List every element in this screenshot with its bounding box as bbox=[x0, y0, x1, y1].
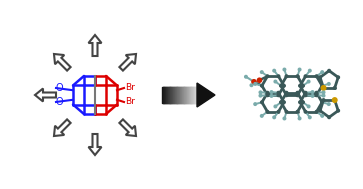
Circle shape bbox=[279, 100, 283, 104]
Circle shape bbox=[307, 105, 311, 108]
Circle shape bbox=[269, 90, 273, 94]
Polygon shape bbox=[54, 119, 71, 136]
Circle shape bbox=[322, 94, 326, 98]
Circle shape bbox=[327, 69, 331, 73]
Circle shape bbox=[336, 109, 340, 113]
Circle shape bbox=[265, 91, 269, 95]
Circle shape bbox=[269, 94, 273, 98]
Circle shape bbox=[308, 115, 312, 119]
Circle shape bbox=[253, 102, 257, 106]
Circle shape bbox=[298, 67, 302, 71]
Circle shape bbox=[303, 93, 307, 97]
Circle shape bbox=[285, 91, 289, 95]
Circle shape bbox=[315, 93, 319, 97]
Polygon shape bbox=[119, 54, 136, 71]
Circle shape bbox=[295, 91, 299, 95]
Circle shape bbox=[282, 100, 286, 104]
Polygon shape bbox=[71, 74, 119, 116]
Circle shape bbox=[295, 93, 299, 97]
Circle shape bbox=[303, 110, 307, 114]
Polygon shape bbox=[35, 88, 56, 101]
Circle shape bbox=[322, 98, 326, 102]
Circle shape bbox=[251, 79, 257, 84]
Circle shape bbox=[258, 90, 262, 94]
Text: Br: Br bbox=[125, 98, 135, 106]
Circle shape bbox=[307, 80, 311, 84]
Circle shape bbox=[321, 85, 327, 91]
Circle shape bbox=[260, 114, 264, 118]
Circle shape bbox=[258, 94, 262, 98]
Circle shape bbox=[332, 97, 338, 103]
Circle shape bbox=[277, 74, 281, 78]
Circle shape bbox=[265, 93, 269, 97]
Circle shape bbox=[295, 110, 299, 114]
Circle shape bbox=[315, 91, 319, 95]
Circle shape bbox=[253, 82, 257, 86]
Circle shape bbox=[310, 90, 314, 94]
Circle shape bbox=[285, 74, 289, 78]
Circle shape bbox=[260, 70, 264, 74]
Circle shape bbox=[265, 110, 269, 114]
Circle shape bbox=[277, 93, 281, 97]
Circle shape bbox=[322, 90, 326, 94]
Circle shape bbox=[273, 80, 277, 84]
Circle shape bbox=[265, 74, 269, 78]
Circle shape bbox=[298, 100, 302, 104]
Circle shape bbox=[282, 84, 286, 88]
Polygon shape bbox=[89, 134, 102, 155]
Circle shape bbox=[272, 115, 276, 119]
Circle shape bbox=[310, 94, 314, 98]
Circle shape bbox=[277, 110, 281, 114]
Circle shape bbox=[308, 69, 312, 73]
Circle shape bbox=[279, 84, 283, 88]
Circle shape bbox=[320, 114, 324, 118]
Text: Br: Br bbox=[125, 84, 135, 92]
Circle shape bbox=[257, 77, 262, 83]
Polygon shape bbox=[54, 54, 71, 71]
Circle shape bbox=[285, 93, 289, 97]
Text: O: O bbox=[55, 83, 63, 93]
Polygon shape bbox=[197, 83, 215, 107]
Circle shape bbox=[301, 100, 305, 104]
Circle shape bbox=[272, 69, 276, 73]
Circle shape bbox=[315, 110, 319, 114]
Circle shape bbox=[282, 116, 286, 120]
Polygon shape bbox=[119, 119, 136, 136]
Circle shape bbox=[273, 105, 277, 108]
Circle shape bbox=[260, 100, 264, 104]
Circle shape bbox=[320, 70, 324, 74]
Circle shape bbox=[285, 110, 289, 114]
Circle shape bbox=[260, 84, 264, 88]
Circle shape bbox=[320, 84, 324, 88]
Polygon shape bbox=[89, 35, 102, 56]
Circle shape bbox=[295, 74, 299, 78]
Text: O: O bbox=[55, 97, 63, 107]
Circle shape bbox=[244, 75, 248, 79]
Circle shape bbox=[277, 91, 281, 95]
Circle shape bbox=[333, 86, 337, 90]
Circle shape bbox=[336, 75, 340, 79]
Circle shape bbox=[320, 100, 324, 104]
Circle shape bbox=[249, 83, 253, 87]
Circle shape bbox=[327, 115, 331, 119]
Circle shape bbox=[303, 74, 307, 78]
Circle shape bbox=[298, 116, 302, 120]
Circle shape bbox=[303, 91, 307, 95]
Circle shape bbox=[318, 75, 322, 79]
Circle shape bbox=[318, 109, 322, 113]
Circle shape bbox=[282, 67, 286, 71]
Circle shape bbox=[315, 74, 319, 78]
Circle shape bbox=[301, 84, 305, 88]
Circle shape bbox=[327, 82, 331, 86]
Circle shape bbox=[327, 102, 331, 106]
Circle shape bbox=[298, 84, 302, 88]
